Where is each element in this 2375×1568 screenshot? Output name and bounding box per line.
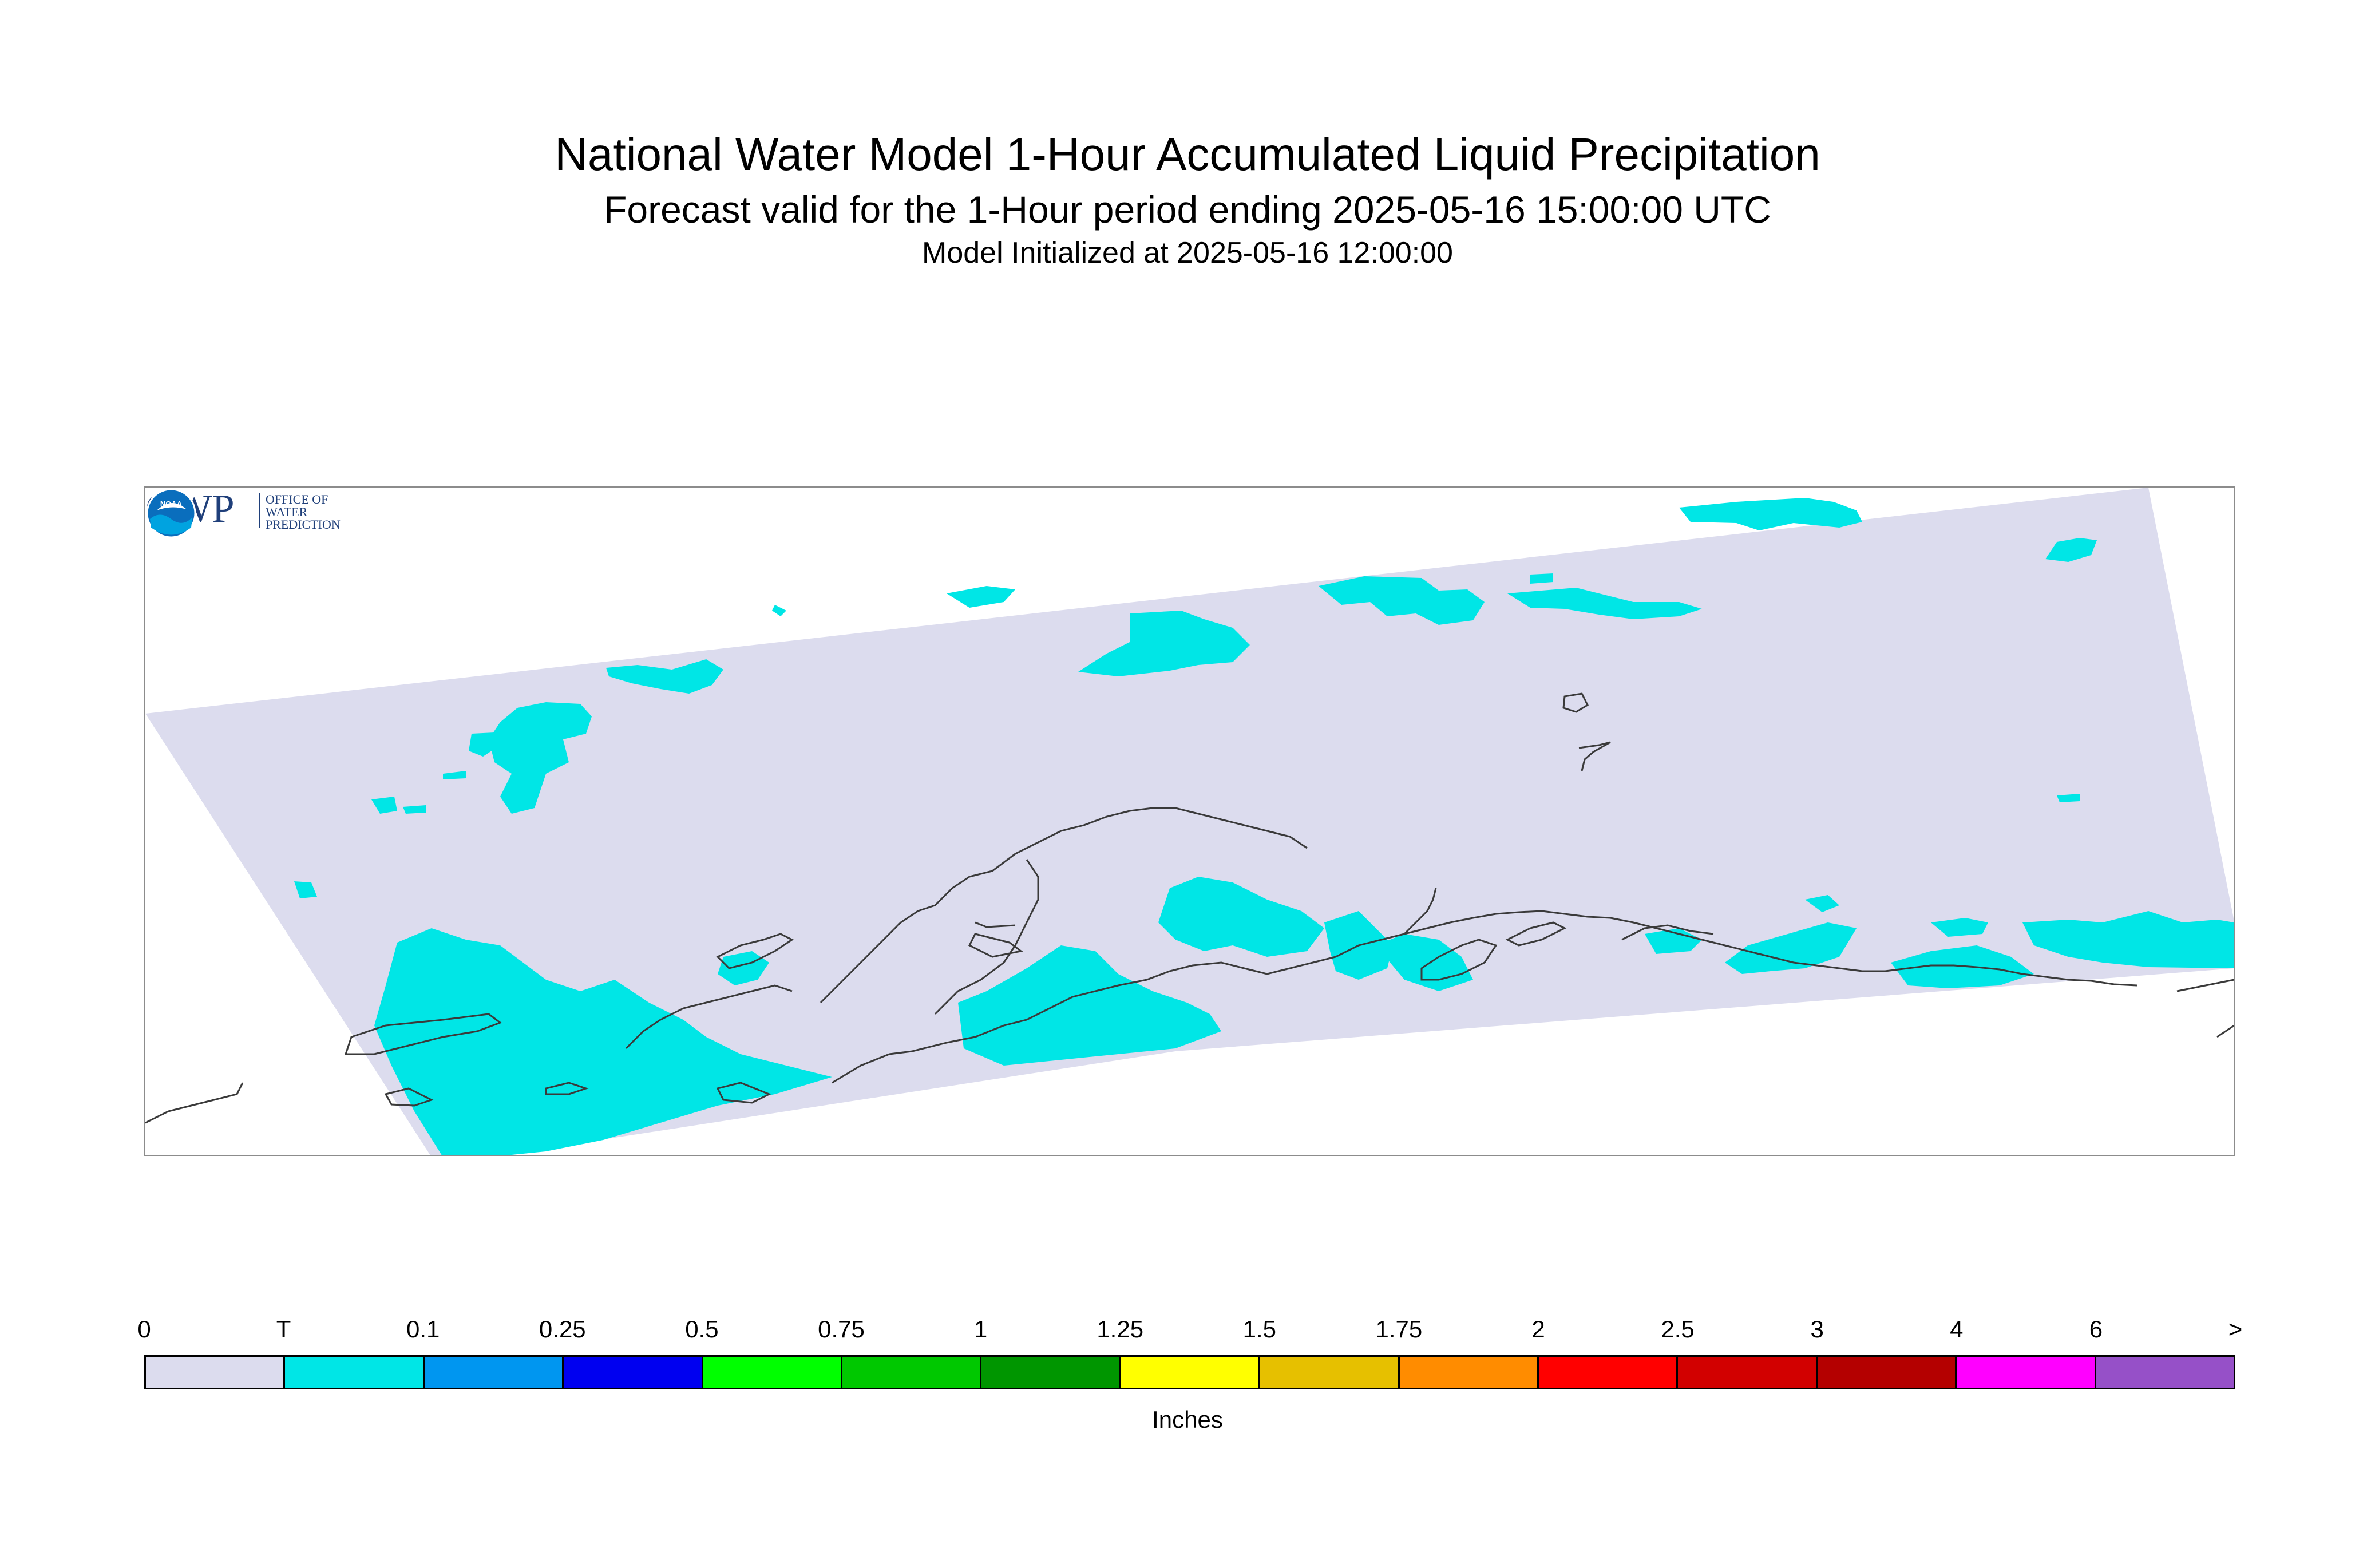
legend-colorbar bbox=[144, 1355, 2235, 1389]
trace-area bbox=[606, 659, 723, 694]
trace-area bbox=[1725, 922, 1857, 974]
legend-label: 1 bbox=[973, 1316, 988, 1343]
trace-area bbox=[1078, 611, 1250, 676]
trace-area bbox=[958, 945, 1221, 1066]
noaa-logo-text: NOAA bbox=[160, 500, 183, 508]
legend-swatch bbox=[1399, 1357, 1539, 1388]
trace-area bbox=[469, 732, 500, 757]
trace-area bbox=[294, 881, 317, 898]
trace-area bbox=[374, 928, 832, 1155]
legend-swatch bbox=[1678, 1357, 1818, 1388]
coastline bbox=[344, 1013, 502, 1055]
legend-swatch bbox=[842, 1357, 982, 1388]
legend-label: 6 bbox=[2089, 1316, 2103, 1343]
trace-area bbox=[2057, 794, 2080, 802]
legend-label: > bbox=[2228, 1316, 2243, 1343]
legend-label: 0 bbox=[137, 1316, 151, 1343]
coastline bbox=[1403, 888, 1437, 935]
coastline bbox=[545, 1082, 589, 1095]
map-canvas bbox=[145, 488, 2234, 1155]
legend-swatch bbox=[2096, 1357, 2234, 1388]
legend-swatch bbox=[564, 1357, 703, 1388]
legend-label: 2.5 bbox=[1661, 1316, 1695, 1343]
legend-label: 3 bbox=[1810, 1316, 1824, 1343]
trace-area bbox=[1805, 895, 1839, 912]
trace-area bbox=[371, 797, 397, 814]
trace-area bbox=[2022, 911, 2234, 968]
owp-logo-line: WATER bbox=[266, 505, 308, 519]
trace-area bbox=[2045, 538, 2097, 562]
coastlines bbox=[145, 692, 2234, 1124]
legend-swatch bbox=[1260, 1357, 1400, 1388]
coastline bbox=[1505, 921, 1567, 947]
legend-swatch bbox=[146, 1357, 286, 1388]
legend-swatch bbox=[1539, 1357, 1679, 1388]
trace-area bbox=[947, 586, 1015, 608]
trace-area bbox=[1158, 877, 1324, 957]
initialization-time: Model Initialized at 2025-05-16 12:00:00 bbox=[922, 236, 1453, 270]
noaa-logo: NOAA bbox=[146, 488, 196, 538]
noaa-logo-bird bbox=[157, 502, 187, 510]
legend-label: 2 bbox=[1531, 1316, 1545, 1343]
legend-label: 0.75 bbox=[818, 1316, 865, 1343]
coastline bbox=[716, 933, 794, 969]
legend-label: 1.25 bbox=[1097, 1316, 1144, 1343]
noaa-logo-wave bbox=[150, 514, 192, 535]
legend-swatch bbox=[1817, 1357, 1957, 1388]
trace-area bbox=[772, 605, 786, 616]
legend-label: 1.75 bbox=[1375, 1316, 1423, 1343]
legend-label: T bbox=[276, 1316, 291, 1343]
trace-area bbox=[403, 805, 426, 814]
subtitle: Forecast valid for the 1-Hour period end… bbox=[604, 188, 1771, 231]
legend-units: Inches bbox=[1152, 1406, 1223, 1433]
coastline bbox=[968, 933, 1023, 958]
coastline bbox=[625, 984, 793, 1050]
coastline bbox=[145, 1082, 244, 1124]
owp-logo-line: OFFICE OF bbox=[266, 492, 328, 506]
trace-precipitation-areas bbox=[294, 498, 2234, 1155]
trace-area bbox=[1679, 498, 1862, 530]
legend-labels: 0 T 0.1 0.25 0.5 0.75 1 1.25 1.5 1.75 2 2.5 3 4 6 > bbox=[0, 1315, 2375, 1349]
legend-label: 1.5 bbox=[1242, 1316, 1276, 1343]
legend-label: 4 bbox=[1950, 1316, 1964, 1343]
coastline bbox=[1420, 939, 1498, 981]
legend-swatch bbox=[981, 1357, 1121, 1388]
legend-swatch bbox=[1121, 1357, 1261, 1388]
coastline bbox=[2216, 1024, 2234, 1038]
coastline bbox=[1578, 741, 1611, 771]
legend-swatch bbox=[1957, 1357, 2096, 1388]
legend-swatch bbox=[703, 1357, 843, 1388]
model-domain bbox=[145, 488, 2234, 1155]
legend-swatch bbox=[285, 1357, 425, 1388]
trace-area bbox=[1931, 918, 1988, 937]
trace-area bbox=[1319, 576, 1485, 625]
coastline bbox=[1562, 692, 1589, 713]
trace-area bbox=[489, 702, 592, 814]
legend-label: 0.25 bbox=[539, 1316, 586, 1343]
owp-logo-line: PREDICTION bbox=[266, 517, 341, 532]
coastline bbox=[384, 1087, 434, 1107]
coastline bbox=[1621, 924, 1714, 941]
precipitation-map: OWP OFFICE OF WATER PREDICTION NOAA bbox=[144, 486, 2235, 1156]
title: National Water Model 1-Hour Accumulated … bbox=[555, 129, 1820, 180]
legend-label: 0.1 bbox=[406, 1316, 440, 1343]
trace-area bbox=[1530, 573, 1553, 584]
coastline bbox=[832, 910, 2138, 1084]
coastline bbox=[2176, 979, 2234, 992]
trace-area bbox=[1507, 588, 1702, 619]
legend-label: 0.5 bbox=[685, 1316, 719, 1343]
coastline bbox=[820, 807, 1308, 1004]
trace-area bbox=[443, 771, 466, 779]
trace-area bbox=[1645, 928, 1702, 954]
coastline bbox=[975, 921, 1016, 928]
coastline bbox=[716, 1082, 771, 1104]
legend-swatch bbox=[424, 1357, 564, 1388]
